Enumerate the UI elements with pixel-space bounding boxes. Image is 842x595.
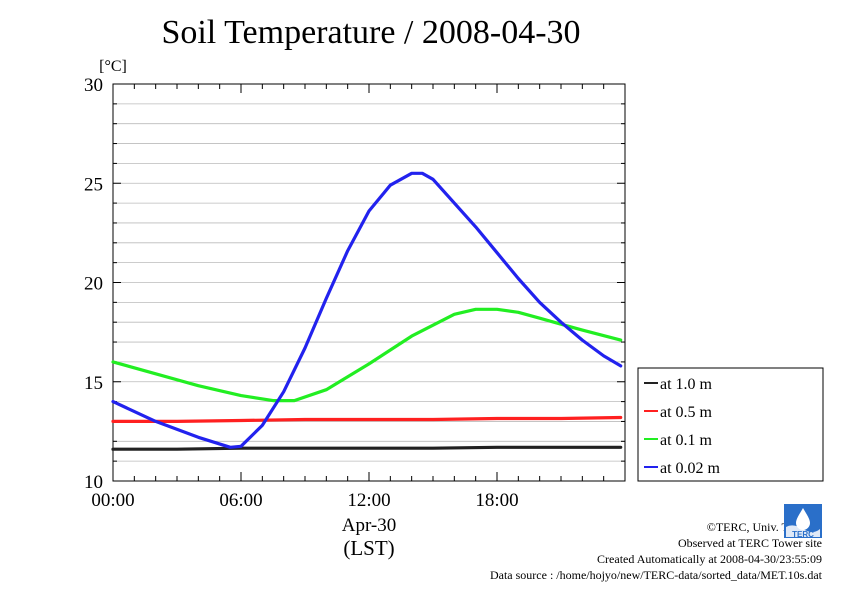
legend-box bbox=[637, 367, 824, 482]
x-tick-label: 18:00 bbox=[475, 490, 518, 511]
x-axis-date-label: Apr-30 bbox=[342, 515, 397, 536]
y-tick-label: 15 bbox=[84, 373, 103, 394]
series-line bbox=[111, 307, 623, 403]
x-axis-timezone-label: (LST) bbox=[343, 536, 394, 560]
y-tick-label: 10 bbox=[84, 472, 103, 493]
series-line bbox=[111, 415, 623, 423]
y-tick-label: 30 bbox=[84, 75, 103, 96]
chart-title: Soil Temperature / 2008-04-30 bbox=[161, 14, 581, 51]
y-tick-label: 20 bbox=[84, 274, 103, 295]
logo-text: TERC bbox=[792, 530, 814, 539]
legend-label: at 0.1 m bbox=[660, 432, 713, 449]
legend-label: at 0.5 m bbox=[660, 404, 713, 421]
y-tick-label: 25 bbox=[84, 174, 103, 195]
series-line bbox=[111, 171, 623, 449]
source-text: Data source : /home/hojyo/new/TERC-data/… bbox=[489, 568, 822, 582]
x-tick-label: 12:00 bbox=[347, 490, 390, 511]
legend-label: at 1.0 m bbox=[660, 376, 713, 393]
terc-logo-icon: TERC bbox=[784, 504, 822, 539]
x-tick-label: 00:00 bbox=[91, 490, 134, 511]
legend-label: at 0.02 m bbox=[660, 460, 721, 477]
copyright-text: ©TERC, Univ. Tsukuba bbox=[706, 520, 822, 534]
y-axis-label: [°C] bbox=[99, 58, 127, 75]
created-text: Created Automatically at 2008-04-30/23:5… bbox=[597, 552, 822, 566]
observed-text: Observed at TERC Tower site bbox=[677, 536, 822, 550]
series-line bbox=[111, 445, 623, 451]
x-tick-label: 06:00 bbox=[219, 490, 262, 511]
credits-block: ©TERC, Univ. Tsukuba Observed at TERC To… bbox=[490, 519, 822, 583]
